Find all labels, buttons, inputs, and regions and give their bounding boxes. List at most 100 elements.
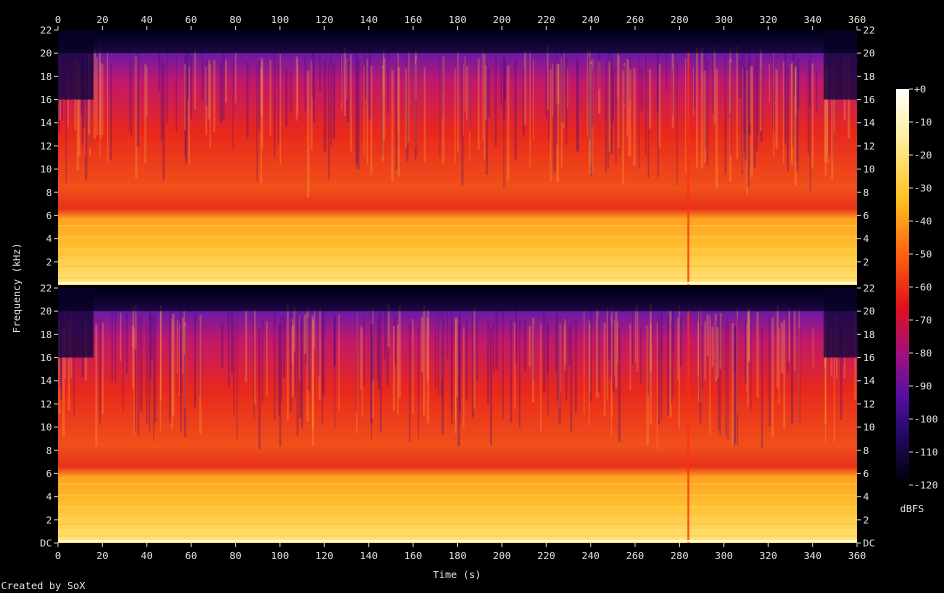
texture-streak xyxy=(634,305,637,363)
y-tick-label: 4 xyxy=(863,492,869,503)
harmonic-band xyxy=(58,523,857,526)
texture-streak xyxy=(350,54,352,152)
texture-streak xyxy=(629,69,632,157)
texture-streak xyxy=(729,47,732,114)
harmonic-band xyxy=(58,265,857,268)
y-tick-label: 6 xyxy=(863,469,869,480)
colorbar-tick-label: -100 xyxy=(914,415,938,426)
texture-streak xyxy=(693,66,696,109)
texture-streak xyxy=(145,66,148,118)
texture-streak xyxy=(89,56,92,148)
colorbar-tick-label: -50 xyxy=(914,250,932,261)
y-tick-label: 2 xyxy=(46,257,52,268)
texture-streak xyxy=(500,61,503,106)
texture-streak xyxy=(609,323,612,379)
texture-streak xyxy=(188,66,190,164)
texture-streak xyxy=(60,317,63,400)
texture-streak xyxy=(187,50,189,100)
texture-streak xyxy=(158,49,160,93)
texture-streak xyxy=(236,320,238,441)
texture-streak xyxy=(667,316,670,416)
x-tick-label: 0 xyxy=(55,15,61,26)
harmonic-band xyxy=(58,529,857,531)
texture-streak xyxy=(209,64,211,149)
texture-streak xyxy=(279,323,282,447)
colorbar-tick-label: -120 xyxy=(914,481,938,492)
texture-streak xyxy=(367,57,369,108)
texture-streak xyxy=(376,320,379,379)
texture-streak xyxy=(383,57,386,141)
colorbar-tick-label: -10 xyxy=(914,118,932,129)
texture-streak xyxy=(591,70,594,127)
texture-streak xyxy=(794,65,798,116)
texture-streak xyxy=(744,320,747,385)
texture-streak xyxy=(809,67,811,192)
texture-streak xyxy=(706,60,709,166)
texture-streak xyxy=(714,314,718,382)
texture-streak xyxy=(706,314,709,357)
texture-streak xyxy=(296,59,299,116)
texture-streak xyxy=(791,62,794,166)
texture-streak xyxy=(356,312,358,434)
transient-line xyxy=(687,311,690,543)
texture-streak xyxy=(546,325,549,374)
y-tick-label: 2 xyxy=(46,515,52,526)
texture-streak xyxy=(184,326,187,438)
texture-streak xyxy=(697,310,699,403)
texture-streak xyxy=(160,57,163,142)
texture-streak xyxy=(618,328,621,442)
texture-streak xyxy=(261,60,264,149)
texture-streak xyxy=(615,311,618,388)
texture-streak xyxy=(96,57,98,136)
texture-streak xyxy=(307,317,310,391)
texture-streak xyxy=(343,47,346,117)
texture-streak xyxy=(768,63,770,103)
texture-streak xyxy=(529,49,531,167)
texture-streak xyxy=(809,46,811,107)
x-tick-label: 0 xyxy=(55,551,61,562)
texture-streak xyxy=(744,66,747,161)
texture-streak xyxy=(457,322,460,447)
texture-streak xyxy=(455,317,457,419)
texture-streak xyxy=(798,328,801,423)
x-tick-label: 80 xyxy=(230,551,242,562)
texture-streak xyxy=(129,46,131,132)
texture-streak xyxy=(768,316,771,427)
texture-streak xyxy=(291,325,295,397)
texture-streak xyxy=(330,50,332,146)
texture-streak xyxy=(466,66,468,121)
texture-streak xyxy=(589,323,591,393)
texture-streak xyxy=(408,323,411,442)
texture-streak xyxy=(363,317,365,386)
texture-streak xyxy=(717,315,720,430)
texture-streak xyxy=(560,57,563,168)
texture-streak xyxy=(391,69,394,182)
texture-streak xyxy=(136,51,140,147)
y-tick-label: 8 xyxy=(46,188,52,199)
texture-streak xyxy=(783,319,786,429)
texture-streak xyxy=(221,322,224,368)
texture-streak xyxy=(234,52,237,104)
texture-streak xyxy=(387,47,389,113)
texture-streak xyxy=(384,307,387,360)
texture-streak xyxy=(672,304,674,353)
harmonic-band xyxy=(58,477,857,479)
texture-streak xyxy=(546,45,549,111)
texture-streak xyxy=(279,54,282,165)
texture-streak xyxy=(738,59,742,98)
texture-streak xyxy=(614,320,616,376)
texture-streak xyxy=(736,318,739,446)
texture-streak xyxy=(700,306,702,402)
texture-streak xyxy=(697,322,700,376)
texture-streak xyxy=(559,323,562,394)
texture-streak xyxy=(640,328,642,384)
texture-streak xyxy=(95,324,98,447)
colorbar-tick-label: -80 xyxy=(914,349,932,360)
y-tick-label: 22 xyxy=(40,26,52,37)
texture-streak xyxy=(471,309,474,418)
texture-streak xyxy=(750,66,753,178)
y-tick-label: 14 xyxy=(40,118,52,129)
x-tick-label: 200 xyxy=(493,15,511,26)
texture-streak xyxy=(76,60,79,171)
